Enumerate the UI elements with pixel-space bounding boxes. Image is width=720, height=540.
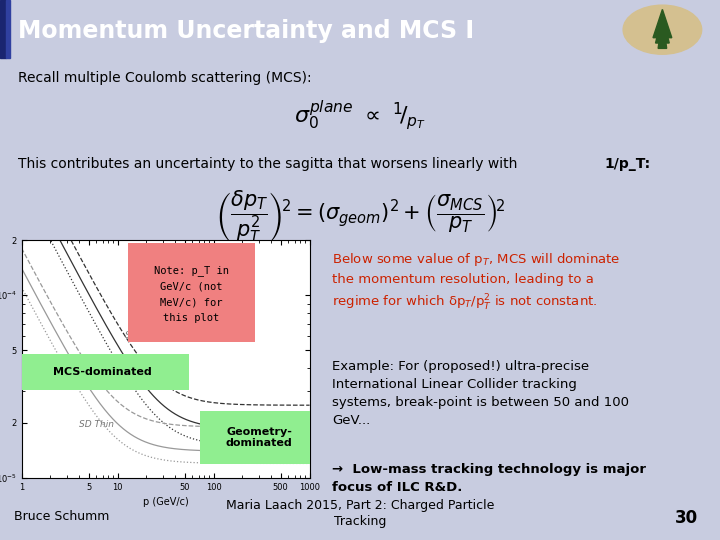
X-axis label: p (GeV/c): p (GeV/c) [143, 497, 189, 507]
Text: Below some value of p$_T$, MCS will dominate
the momentum resolution, leading to: Below some value of p$_T$, MCS will domi… [333, 251, 621, 313]
Text: This contributes an uncertainty to the sagitta that worsens linearly with: This contributes an uncertainty to the s… [18, 157, 522, 171]
Text: Maria Laach 2015, Part 2: Charged Particle
Tracking: Maria Laach 2015, Part 2: Charged Partic… [226, 499, 494, 528]
Text: →  Low-mass tracking technology is major
focus of ILC R&D.: → Low-mass tracking technology is major … [333, 463, 647, 494]
Text: Note: p_T in
GeV/c (not
MeV/c) for
this plot: Note: p_T in GeV/c (not MeV/c) for this … [154, 265, 229, 322]
Text: SD Thick: SD Thick [125, 332, 165, 341]
Polygon shape [658, 16, 667, 49]
FancyBboxPatch shape [200, 411, 318, 464]
Text: MCS-dominated: MCS-dominated [53, 367, 152, 377]
Text: $\sigma_0^{plane}\ \propto\ ^1\!/_{p_T}$: $\sigma_0^{plane}\ \propto\ ^1\!/_{p_T}$ [294, 99, 426, 133]
Text: Example: For (proposed!) ultra-precise
International Linear Collider tracking
sy: Example: For (proposed!) ultra-precise I… [333, 360, 629, 427]
Text: 1/p_T:: 1/p_T: [605, 157, 651, 171]
Text: Recall multiple Coulomb scattering (MCS):: Recall multiple Coulomb scattering (MCS)… [18, 71, 312, 85]
Bar [6, 0, 10, 58]
Text: Momentum Uncertainty and MCS I: Momentum Uncertainty and MCS I [18, 19, 474, 43]
Text: SD Thin: SD Thin [79, 420, 114, 429]
FancyBboxPatch shape [128, 242, 255, 342]
Circle shape [623, 5, 702, 54]
Polygon shape [653, 9, 672, 38]
FancyBboxPatch shape [19, 354, 189, 390]
Text: Geometry-
dominated: Geometry- dominated [226, 427, 292, 448]
Bar [0, 0, 6, 58]
Text: Bruce Schumm: Bruce Schumm [14, 510, 109, 523]
Text: 30: 30 [675, 509, 698, 526]
Text: $\left(\dfrac{\delta p_T}{p_T^2}\right)^{\!2} = \left(\sigma_{geom}\right)^2 + \: $\left(\dfrac{\delta p_T}{p_T^2}\right)^… [215, 188, 505, 245]
Polygon shape [656, 14, 669, 43]
